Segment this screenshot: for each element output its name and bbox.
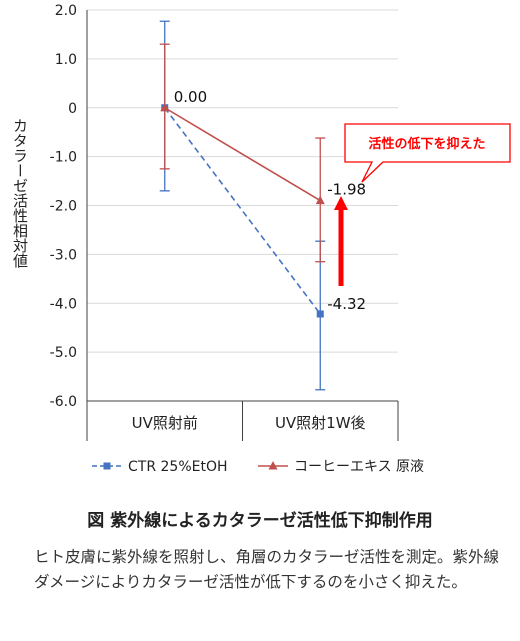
legend: CTR 25%EtOH コーヒーエキス 原液 bbox=[92, 459, 424, 475]
data-point bbox=[160, 102, 170, 112]
callout-box bbox=[344, 123, 511, 183]
y-tick-label: -3.0 bbox=[50, 247, 77, 263]
series-markers bbox=[160, 102, 325, 318]
x-tick-label: UV照射前 bbox=[132, 414, 198, 432]
y-tick-label: -2.0 bbox=[50, 199, 77, 215]
annotation: 活性の低下を抑えた bbox=[334, 123, 511, 286]
data-point bbox=[315, 195, 325, 205]
x-tick-labels: UV照射前 UV照射1W後 bbox=[132, 414, 366, 432]
y-tick-label: -4.0 bbox=[50, 296, 77, 312]
chart: 2.0 1.0 0 -1.0 -2.0 -3.0 -4.0 -5.0 -6.0 カタラーゼ活性相… bbox=[11, 3, 511, 475]
grid-lines bbox=[87, 9, 398, 402]
y-tick-labels: 2.0 1.0 0 -1.0 -2.0 -3.0 -4.0 -5.0 -6.0 bbox=[50, 3, 77, 410]
data-point bbox=[316, 310, 324, 318]
series-line bbox=[164, 107, 321, 315]
y-tick-label: 2.0 bbox=[55, 3, 77, 19]
series-lines bbox=[164, 107, 321, 315]
data-label: -4.32 bbox=[327, 295, 366, 313]
figure-caption-body: ヒト皮膚に紫外線を照射し、角層のカタラーゼ活性を測定。紫外線ダメージによりカタラ… bbox=[34, 548, 500, 591]
y-tick-label: 1.0 bbox=[55, 52, 77, 68]
y-tick-label: -1.0 bbox=[50, 150, 77, 166]
data-label: -1.98 bbox=[327, 181, 366, 199]
legend-marker bbox=[268, 461, 278, 470]
y-tick-label: -6.0 bbox=[50, 394, 77, 410]
legend-label: コーヒーエキス 原液 bbox=[294, 459, 424, 475]
figure-caption-title: 図 紫外線によるカタラーゼ活性低下抑制作用 bbox=[87, 511, 433, 531]
data-labels: 0.00 -1.98 -4.32 bbox=[174, 88, 366, 313]
annotation-arrow-head bbox=[334, 196, 348, 210]
y-tick-label: 0 bbox=[68, 101, 77, 117]
legend-marker bbox=[103, 462, 111, 470]
callout-text: 活性の低下を抑えた bbox=[368, 136, 485, 152]
axes bbox=[86, 10, 399, 441]
legend-label: CTR 25%EtOH bbox=[128, 459, 228, 475]
data-label: 0.00 bbox=[174, 88, 207, 106]
series-line bbox=[164, 107, 321, 202]
x-tick-label: UV照射1W後 bbox=[275, 414, 366, 432]
y-axis-label: カタラーゼ活性相対値 bbox=[11, 118, 29, 268]
y-tick-label: -5.0 bbox=[50, 345, 77, 361]
